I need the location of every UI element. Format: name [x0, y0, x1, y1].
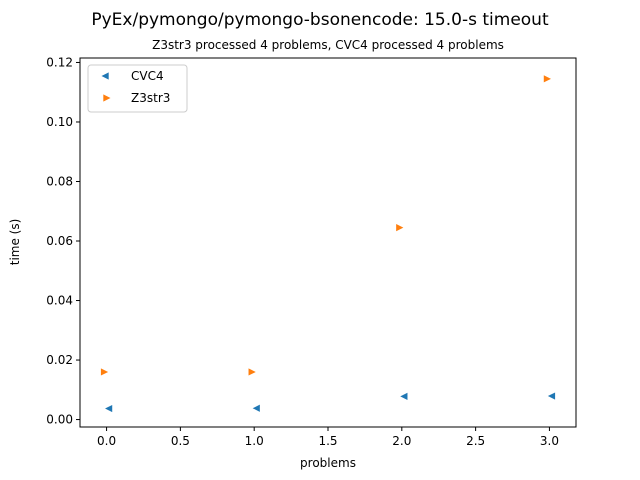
x-tick-label: 0.5: [171, 434, 190, 448]
x-axis-label: problems: [300, 456, 356, 470]
y-tick-label: 0.02: [46, 353, 73, 367]
chart-subtitle: Z3str3 processed 4 problems, CVC4 proces…: [152, 38, 504, 52]
y-tick-label: 0.10: [46, 115, 73, 129]
x-tick-label: 2.5: [466, 434, 485, 448]
y-tick-label: 0.06: [46, 234, 73, 248]
data-point-z3str3: [100, 368, 109, 376]
y-tick-label: 0.00: [46, 413, 73, 427]
chart-title: PyEx/pymongo/pymongo-bsonencode: 15.0-s …: [91, 10, 549, 30]
data-point-cvc4: [252, 404, 260, 412]
legend-marker-z3str3: [103, 94, 111, 102]
legend-entries: CVC4 Z3str3: [101, 69, 170, 105]
y-axis-label: time (s): [8, 219, 22, 266]
x-tick-label: 3.0: [540, 434, 559, 448]
x-tick-label: 1.5: [318, 434, 337, 448]
data-point-z3str3: [248, 368, 256, 376]
data-point-cvc4: [547, 392, 556, 400]
legend-marker-cvc4: [101, 72, 109, 80]
legend-label-cvc4: CVC4: [131, 69, 164, 83]
data-point-cvc4: [400, 392, 408, 400]
x-tick-label: 0.0: [97, 434, 116, 448]
legend-label-z3str3: Z3str3: [131, 91, 170, 105]
plot-frame: [79, 57, 577, 428]
legend-box: [87, 64, 188, 113]
y-tick-label: 0.12: [46, 55, 73, 69]
x-tick-label: 1.0: [245, 434, 264, 448]
data-point-z3str3: [543, 75, 551, 83]
y-axis-ticks: 0.00 0.02 0.04 0.06 0.08 0.10 0.12: [46, 55, 80, 427]
x-tick-label: 2.0: [392, 434, 411, 448]
y-tick-label: 0.08: [46, 174, 73, 188]
data-point-cvc4: [105, 404, 113, 413]
x-axis-ticks: 0.0 0.5 1.0 1.5 2.0 2.5 3.0: [97, 427, 559, 448]
data-points: [100, 75, 556, 413]
data-point-z3str3: [396, 224, 404, 232]
legend: CVC4 Z3str3: [87, 64, 188, 113]
y-tick-label: 0.04: [46, 294, 73, 308]
